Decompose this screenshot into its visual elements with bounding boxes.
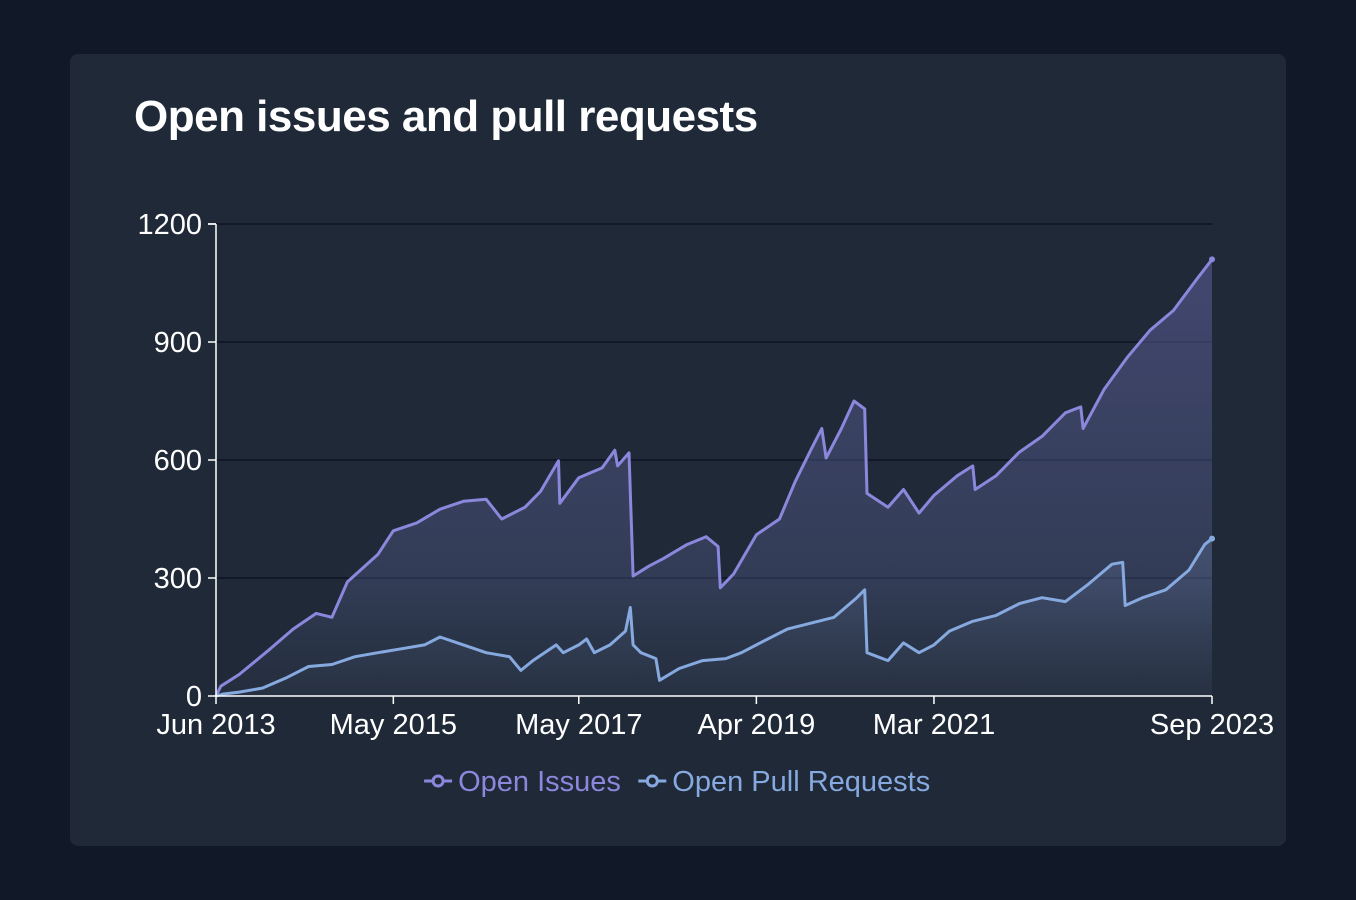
chart-title: Open issues and pull requests [134,92,758,141]
end-point[interactable] [1209,535,1215,542]
x-tick-label: May 2015 [330,709,457,741]
series-areas [216,259,1212,696]
line-open-pull-requests[interactable] [215,537,1213,698]
legend-marker-icon [431,774,445,788]
x-tick-label: Mar 2021 [873,709,996,741]
legend-label: Open Issues [458,766,621,798]
y-tick-label: 300 [154,563,202,595]
y-tick-label: 900 [154,327,202,359]
end-point[interactable] [1209,256,1215,263]
series-lines [214,256,1215,698]
legend-item-open-issues[interactable]: Open Issues [424,766,621,798]
x-tick-label: Sep 2023 [1150,709,1274,741]
x-tick-label: Jun 2013 [156,709,275,741]
legend-label: Open Pull Requests [672,766,930,798]
x-tick-label: May 2017 [515,709,642,741]
y-tick-label: 0 [186,681,202,713]
legend[interactable]: Open Issues Open Pull Requests [424,766,930,798]
chart-card: Open issues and pull requests 0 300 600 900… [70,54,1286,846]
legend-item-open-pull-requests[interactable]: Open Pull Requests [638,766,930,798]
legend-marker-icon [645,774,659,788]
area-open-pull-requests [216,538,1212,696]
area-open-issues [216,259,1212,696]
x-tick-label: Apr 2019 [698,709,816,741]
y-tick-label: 600 [154,445,202,477]
line-open-issues[interactable] [214,258,1214,697]
y-tick-label: 1200 [137,209,202,241]
chart-svg: 0 300 600 900 1200 Jun 2013 May 2015 May 2017 Ap… [137,209,1274,798]
axes: 0 300 600 900 1200 Jun 2013 May 2015 May 2017 Ap… [137,209,1274,741]
